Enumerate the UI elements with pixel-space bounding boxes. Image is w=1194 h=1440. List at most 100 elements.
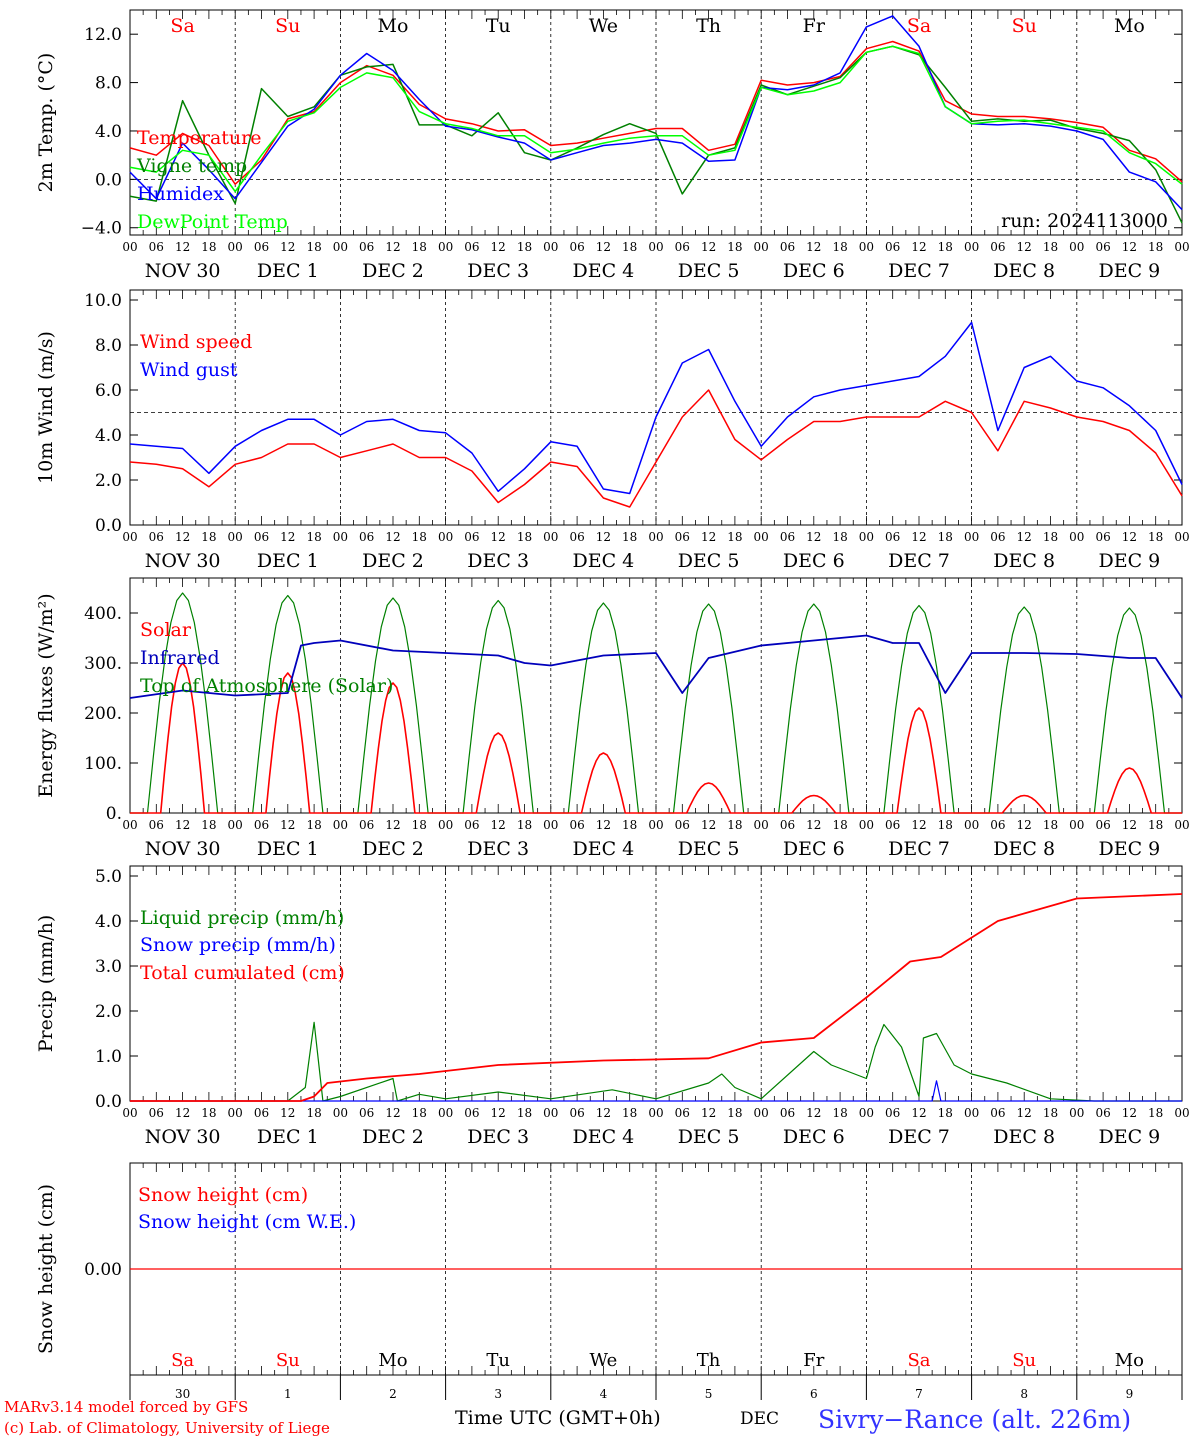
hour-tick-label: 06 bbox=[149, 1106, 164, 1120]
y-tick-label: 5.0 bbox=[95, 867, 122, 887]
date-label: DEC 6 bbox=[783, 838, 845, 860]
date-label: DEC 7 bbox=[888, 838, 950, 860]
hour-tick-label: 12 bbox=[701, 240, 716, 254]
hour-tick-label: 18 bbox=[201, 818, 216, 832]
hour-tick-label: 18 bbox=[938, 530, 953, 544]
hour-tick-label: 18 bbox=[517, 530, 532, 544]
panel-1: 12.0 8.0 4.0 0.0 −4.0 2m Temp. (°C) Temperatur… bbox=[35, 9, 1190, 282]
hour-tick-label: 12 bbox=[280, 818, 295, 832]
hour-tick-label: 18 bbox=[727, 530, 742, 544]
hour-tick-label: 12 bbox=[1122, 530, 1137, 544]
hour-tick-label: 00 bbox=[1069, 530, 1084, 544]
hour-tick-label: 00 bbox=[1174, 1106, 1189, 1120]
hour-tick-label: 06 bbox=[254, 240, 269, 254]
legend-vigne-temp: Vigne temp bbox=[136, 155, 247, 177]
panel-5: 0.00 Snow height (cm) Snow height (cm) Snow… bbox=[35, 1162, 1183, 1401]
y-tick-label: 8.0 bbox=[95, 336, 122, 356]
legend-infrared: Infrared bbox=[140, 647, 220, 669]
hour-tick-label: 00 bbox=[543, 1106, 558, 1120]
hour-tick-label: 18 bbox=[412, 240, 427, 254]
date-label: DEC 9 bbox=[1099, 838, 1161, 860]
hour-tick-label: 12 bbox=[175, 1106, 190, 1120]
day-number-label: 8 bbox=[1020, 1387, 1028, 1401]
hour-tick-label: 18 bbox=[1148, 530, 1163, 544]
series-line bbox=[129, 389, 1183, 508]
series-line bbox=[130, 1080, 1182, 1102]
weekday-label: Sa bbox=[907, 15, 931, 37]
day-number-label: 2 bbox=[389, 1387, 397, 1401]
weekday-label: Mo bbox=[1115, 1350, 1144, 1371]
hour-tick-label: 12 bbox=[175, 818, 190, 832]
date-label: DEC 8 bbox=[993, 260, 1055, 282]
weekday-label: Fr bbox=[803, 1350, 824, 1371]
weekday-label: Mo bbox=[1114, 15, 1145, 37]
hour-tick-label: 06 bbox=[675, 1106, 690, 1120]
hour-tick-label: 12 bbox=[385, 1106, 400, 1120]
hour-tick-label: 12 bbox=[1017, 530, 1032, 544]
date-label: DEC 9 bbox=[1099, 550, 1161, 572]
hour-tick-label: 00 bbox=[648, 1106, 663, 1120]
y-tick-label: 2.0 bbox=[95, 471, 122, 491]
series-line bbox=[130, 1021, 1182, 1102]
y-tick-label: 8.0 bbox=[95, 74, 122, 94]
hour-tick-label: 06 bbox=[359, 240, 374, 254]
hour-tick-label: 00 bbox=[754, 818, 769, 832]
hour-tick-label: 12 bbox=[596, 240, 611, 254]
weekday-label: We bbox=[589, 15, 618, 37]
date-label: DEC 2 bbox=[362, 550, 424, 572]
hour-tick-label: 06 bbox=[359, 530, 374, 544]
hour-tick-label: 18 bbox=[1043, 818, 1058, 832]
hour-tick-label: 18 bbox=[938, 1106, 953, 1120]
day-number-label: 3 bbox=[494, 1387, 502, 1401]
weekday-label: Mo bbox=[378, 15, 409, 37]
hour-tick-label: 00 bbox=[1069, 818, 1084, 832]
hour-tick-label: 00 bbox=[228, 530, 243, 544]
hour-tick-label: 06 bbox=[675, 818, 690, 832]
legend-humidex: Humidex bbox=[137, 183, 224, 205]
date-label: DEC 5 bbox=[678, 1126, 740, 1148]
hour-tick-label: 18 bbox=[1148, 818, 1163, 832]
legend-snow-precip-mm-h-: Snow precip (mm/h) bbox=[140, 934, 336, 956]
hour-tick-label: 00 bbox=[1174, 240, 1189, 254]
month-label: DEC bbox=[740, 1409, 779, 1429]
hour-tick-label: 12 bbox=[596, 818, 611, 832]
hour-tick-label: 00 bbox=[228, 1106, 243, 1120]
model-credit-line-2: (c) Lab. of Climatology, University of L… bbox=[4, 1419, 330, 1437]
hour-tick-label: 12 bbox=[806, 818, 821, 832]
date-label: DEC 3 bbox=[467, 838, 529, 860]
hour-tick-label: 00 bbox=[543, 240, 558, 254]
hour-tick-label: 00 bbox=[648, 818, 663, 832]
date-label: DEC 1 bbox=[257, 550, 319, 572]
run-annotation: run: 2024113000 bbox=[1001, 210, 1168, 232]
day-number-label: 7 bbox=[915, 1387, 923, 1401]
hour-tick-label: 18 bbox=[306, 530, 321, 544]
hour-tick-label: 06 bbox=[569, 240, 584, 254]
hour-tick-label: 00 bbox=[754, 1106, 769, 1120]
date-label: DEC 2 bbox=[362, 838, 424, 860]
hour-tick-label: 06 bbox=[464, 240, 479, 254]
y-tick-label: 4.0 bbox=[95, 912, 122, 932]
y-tick-label: 3.0 bbox=[95, 957, 122, 977]
y-tick-label: 0.0 bbox=[95, 170, 122, 190]
day-number-label: 5 bbox=[705, 1387, 713, 1401]
date-label: NOV 30 bbox=[145, 838, 221, 860]
hour-tick-label: 12 bbox=[596, 1106, 611, 1120]
day-number-label: 9 bbox=[1126, 1387, 1134, 1401]
hour-tick-label: 06 bbox=[464, 530, 479, 544]
hour-tick-label: 06 bbox=[149, 818, 164, 832]
date-label: DEC 5 bbox=[678, 838, 740, 860]
date-label: DEC 4 bbox=[573, 1126, 635, 1148]
date-label: DEC 7 bbox=[888, 550, 950, 572]
hour-tick-label: 18 bbox=[201, 530, 216, 544]
y-tick-label: 200. bbox=[84, 704, 122, 724]
hour-tick-label: 18 bbox=[832, 240, 847, 254]
hour-tick-label: 00 bbox=[438, 240, 453, 254]
hour-tick-label: 12 bbox=[701, 530, 716, 544]
hour-tick-label: 00 bbox=[543, 818, 558, 832]
hour-tick-label: 12 bbox=[596, 530, 611, 544]
hour-tick-label: 18 bbox=[727, 818, 742, 832]
weekday-label: Tu bbox=[486, 1350, 510, 1371]
hour-tick-label: 00 bbox=[438, 530, 453, 544]
hour-tick-label: 00 bbox=[333, 240, 348, 254]
y-axis-title: Energy fluxes (W/m²) bbox=[35, 593, 57, 797]
